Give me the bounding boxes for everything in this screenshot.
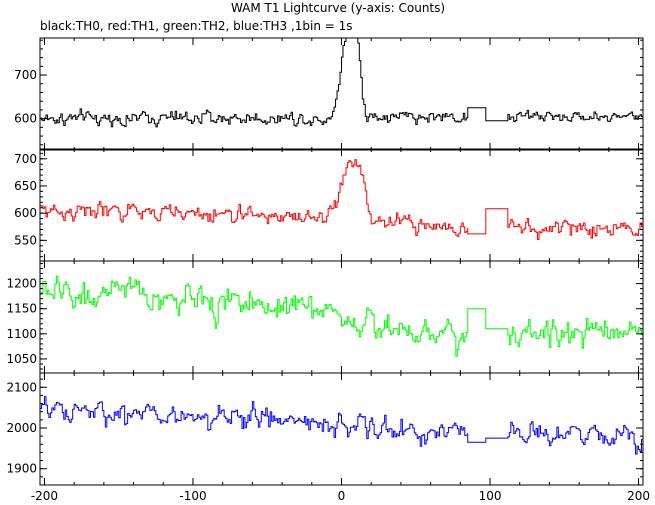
y-tick-label-1-0: 550 bbox=[14, 233, 37, 247]
y-tick-label-1-2: 650 bbox=[14, 179, 37, 193]
series-line-1 bbox=[40, 159, 643, 240]
x-tick-label-1: -100 bbox=[179, 489, 206, 503]
y-tick-label-0-1: 700 bbox=[14, 68, 37, 82]
series-line-0 bbox=[40, 38, 643, 128]
x-tick-label-3: 100 bbox=[479, 489, 502, 503]
x-tick-label-0: -200 bbox=[31, 489, 58, 503]
x-tick-label-4: 200 bbox=[627, 489, 650, 503]
series-line-3 bbox=[40, 396, 643, 455]
series-line-2 bbox=[40, 275, 643, 357]
x-tick-label-2: 0 bbox=[338, 489, 346, 503]
y-tick-label-3-0: 1900 bbox=[6, 462, 37, 476]
y-tick-label-1-3: 700 bbox=[14, 152, 37, 166]
panel-3: 1900 2000 2100 bbox=[6, 372, 644, 486]
x-axis: -200 -100 0 100 200 bbox=[31, 489, 650, 503]
y-tick-label-0-0: 600 bbox=[14, 112, 37, 126]
y-tick-label-2-1: 1100 bbox=[6, 327, 37, 341]
panel-2: 1050 1100 1150 1200 bbox=[6, 260, 644, 374]
y-tick-label-2-3: 1200 bbox=[6, 277, 37, 291]
y-tick-label-2-0: 1050 bbox=[6, 352, 37, 366]
chart-title: WAM T1 Lightcurve (y-axis: Counts) bbox=[231, 1, 445, 15]
y-tick-label-3-2: 2100 bbox=[6, 380, 37, 394]
y-tick-label-1-1: 600 bbox=[14, 206, 37, 220]
y-tick-label-3-1: 2000 bbox=[6, 421, 37, 435]
y-tick-label-2-2: 1150 bbox=[6, 302, 37, 316]
panels: 600 700 550 600 650 700 1050 1100 1150 1200 1900 20… bbox=[6, 37, 644, 486]
chart-subtitle: black:TH0, red:TH1, green:TH2, blue:TH3 … bbox=[40, 19, 353, 33]
